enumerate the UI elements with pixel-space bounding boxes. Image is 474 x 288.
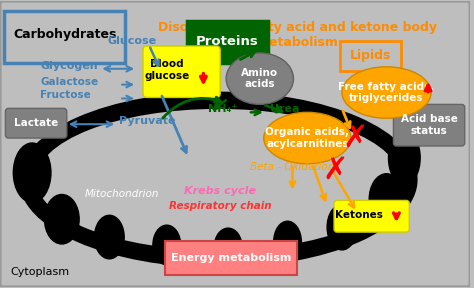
Text: Ketones: Ketones bbox=[335, 210, 383, 220]
Ellipse shape bbox=[214, 228, 242, 266]
FancyBboxPatch shape bbox=[4, 11, 125, 63]
Ellipse shape bbox=[153, 225, 181, 265]
Text: Lactate: Lactate bbox=[14, 118, 58, 128]
Text: Energy metabolism: Energy metabolism bbox=[171, 253, 292, 263]
Ellipse shape bbox=[342, 67, 431, 118]
Ellipse shape bbox=[389, 131, 420, 185]
Text: Galactose: Galactose bbox=[40, 77, 98, 87]
Ellipse shape bbox=[13, 143, 51, 202]
Text: NH₄⁺: NH₄⁺ bbox=[209, 104, 237, 114]
Ellipse shape bbox=[264, 112, 351, 164]
Ellipse shape bbox=[94, 215, 124, 259]
FancyBboxPatch shape bbox=[187, 21, 268, 63]
Ellipse shape bbox=[273, 221, 301, 263]
FancyBboxPatch shape bbox=[165, 241, 297, 275]
Ellipse shape bbox=[327, 204, 357, 250]
Text: Glycogen: Glycogen bbox=[40, 61, 98, 71]
Text: Urea: Urea bbox=[270, 104, 299, 114]
Ellipse shape bbox=[20, 93, 416, 266]
Text: Blood
glucose: Blood glucose bbox=[144, 59, 190, 81]
Text: Lipids: Lipids bbox=[350, 50, 392, 62]
Text: Organic acids,
acylcarnitines: Organic acids, acylcarnitines bbox=[265, 127, 349, 149]
Ellipse shape bbox=[35, 108, 401, 251]
Text: Fructose: Fructose bbox=[40, 90, 91, 101]
Text: Glucose: Glucose bbox=[108, 36, 157, 46]
Text: ✗: ✗ bbox=[342, 124, 367, 153]
Text: Disorders of fatty acid and ketone body
metabolism: Disorders of fatty acid and ketone body … bbox=[158, 21, 437, 49]
FancyBboxPatch shape bbox=[334, 200, 409, 232]
FancyBboxPatch shape bbox=[393, 105, 465, 146]
FancyBboxPatch shape bbox=[5, 108, 67, 138]
Text: Krebs cycle: Krebs cycle bbox=[184, 187, 256, 196]
Text: Mitochondrion: Mitochondrion bbox=[84, 190, 159, 200]
FancyBboxPatch shape bbox=[340, 41, 401, 71]
Text: Cytoplasm: Cytoplasm bbox=[10, 267, 70, 277]
Text: Beta - Oxidation: Beta - Oxidation bbox=[250, 162, 335, 172]
Text: ✗: ✗ bbox=[322, 155, 348, 184]
Text: Free fatty acids,
triglycerides: Free fatty acids, triglycerides bbox=[338, 82, 435, 103]
Ellipse shape bbox=[226, 53, 293, 105]
Text: Pyruvate: Pyruvate bbox=[119, 116, 176, 126]
Text: Amino
acids: Amino acids bbox=[241, 68, 278, 90]
Text: Respiratory chain: Respiratory chain bbox=[169, 201, 272, 211]
Ellipse shape bbox=[45, 194, 79, 244]
FancyBboxPatch shape bbox=[143, 46, 220, 97]
Ellipse shape bbox=[369, 174, 404, 225]
Text: Proteins: Proteins bbox=[196, 35, 258, 48]
Text: Acid base
status: Acid base status bbox=[401, 114, 457, 136]
Text: Carbohydrates: Carbohydrates bbox=[13, 28, 117, 41]
